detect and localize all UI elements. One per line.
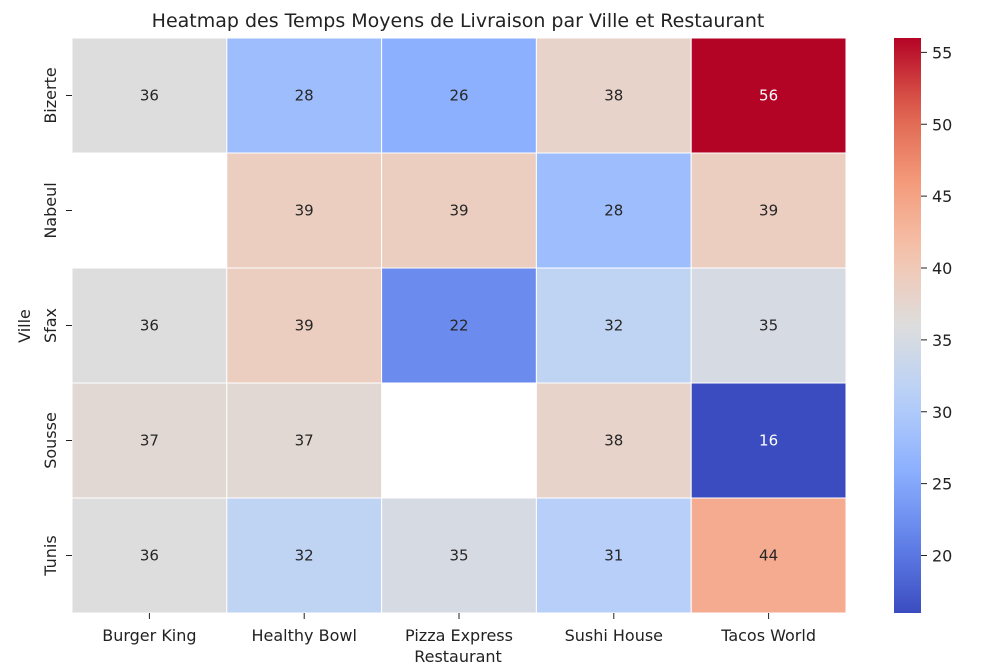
cell-value-label: 39 (295, 202, 314, 220)
colorbar-tick-label: 30 (932, 403, 952, 422)
cell-value-label: 32 (604, 317, 623, 335)
cell-value-label: 36 (140, 547, 159, 565)
cell-value-label: 22 (449, 317, 468, 335)
colorbar-tick-label: 35 (932, 331, 952, 350)
colorbar-gradient (894, 38, 921, 613)
cell-value-label: 16 (759, 432, 778, 450)
y-axis-label: Ville (15, 309, 34, 343)
heatmap-cells: 36 28 26 38 56 39 39 28 39 36 39 22 32 35 37 37 38 16 36 32… (71, 37, 847, 614)
heatmap-cell-bizerte-burger-king (71, 37, 228, 154)
cell-value-label: 31 (604, 547, 623, 565)
y-tick-label-bizerte: Bizerte (41, 67, 60, 123)
y-tick-label-sousse: Sousse (41, 412, 60, 469)
y-tick-label-sfax: Sfax (41, 308, 60, 343)
cell-value-label: 37 (295, 432, 314, 450)
heatmap-cell-tunis-burger-king (71, 497, 228, 614)
heatmap-cell-bizerte-sushi-house (535, 37, 692, 154)
cell-value-label: 36 (140, 87, 159, 105)
colorbar-tick-label: 40 (932, 259, 952, 278)
colorbar-tick-label: 55 (932, 43, 952, 62)
cell-value-label: 39 (449, 202, 468, 220)
cell-value-label: 32 (295, 547, 314, 565)
heatmap-cell-sousse-sushi-house (535, 382, 692, 499)
cell-value-label: 38 (604, 87, 623, 105)
x-tick-label-healthy-bowl: Healthy Bowl (252, 626, 357, 645)
colorbar-tick-label: 25 (932, 475, 952, 494)
colorbar-tick-label: 50 (932, 115, 952, 134)
heatmap-cell-bizerte-tacos-world (690, 37, 847, 154)
heatmap-cell-sfax-burger-king (71, 267, 228, 384)
cell-value-label: 37 (140, 432, 159, 450)
heatmap-cell-sfax-pizza-express (381, 267, 537, 384)
heatmap-cell-bizerte-pizza-express (381, 37, 537, 154)
chart-title: Heatmap des Temps Moyens de Livraison pa… (152, 10, 765, 32)
colorbar-tick-label: 20 (932, 547, 952, 566)
y-axis-ticks: Bizerte Nabeul Sfax Sousse Tunis (41, 67, 72, 577)
x-axis-ticks: Burger King Healthy Bowl Pizza Express Sush… (102, 613, 816, 645)
x-tick-label-burger-king: Burger King (102, 626, 196, 645)
cell-value-label: 39 (759, 202, 778, 220)
heatmap-cell-tunis-pizza-express (381, 497, 537, 614)
heatmap-cell-sousse-healthy-bowl (226, 382, 383, 499)
y-tick-label-nabeul: Nabeul (41, 182, 60, 238)
heatmap-cell-nabeul-healthy-bowl (226, 152, 383, 269)
heatmap-cell-sousse-burger-king (71, 382, 228, 499)
colorbar: 20 25 30 35 40 45 50 55 (894, 38, 952, 613)
cell-value-label: 56 (759, 87, 778, 105)
x-tick-label-tacos-world: Tacos World (720, 626, 816, 645)
cell-value-label: 28 (604, 202, 623, 220)
cell-value-label: 26 (449, 87, 468, 105)
heatmap-cell-tunis-sushi-house (535, 497, 692, 614)
x-tick-label-pizza-express: Pizza Express (405, 626, 513, 645)
heatmap-cell-bizerte-healthy-bowl (226, 37, 383, 154)
colorbar-tick-label: 45 (932, 187, 952, 206)
x-axis-label: Restaurant (414, 647, 502, 663)
heatmap-cell-sousse-tacos-world (690, 382, 847, 499)
heatmap-cell-sfax-sushi-house (535, 267, 692, 384)
heatmap-cell-nabeul-sushi-house (535, 152, 692, 269)
x-tick-label-sushi-house: Sushi House (565, 626, 663, 645)
cell-value-label: 35 (759, 317, 778, 335)
heatmap-cell-tunis-healthy-bowl (226, 497, 383, 614)
y-tick-label-tunis: Tunis (41, 535, 60, 576)
cell-value-label: 44 (759, 547, 778, 565)
heatmap-cell-tunis-tacos-world (690, 497, 847, 614)
heatmap-cell-sfax-tacos-world (690, 267, 847, 384)
cell-value-label: 38 (604, 432, 623, 450)
cell-value-label: 36 (140, 317, 159, 335)
cell-value-label: 35 (449, 547, 468, 565)
cell-value-label: 39 (295, 317, 314, 335)
cell-value-label: 28 (295, 87, 314, 105)
